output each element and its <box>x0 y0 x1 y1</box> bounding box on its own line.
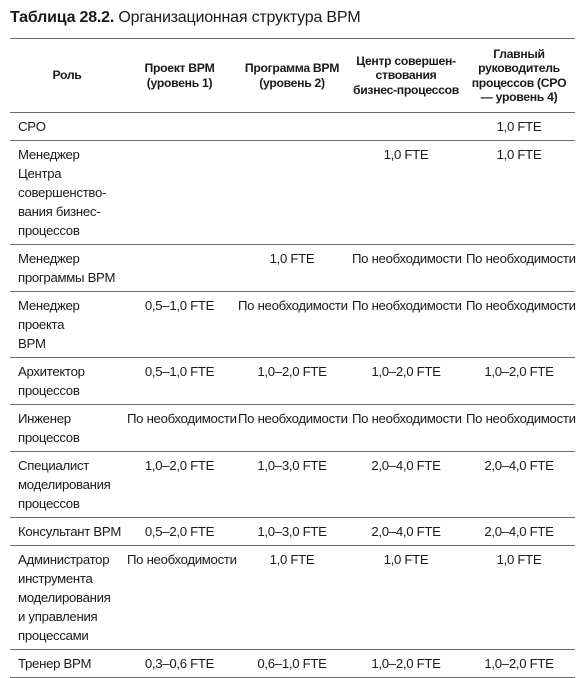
cell-level-1 <box>124 141 235 245</box>
table-caption: Таблица 28.2. Организационная структура … <box>10 7 361 29</box>
table-row: Специалист моделирования процессов 1,0–2… <box>10 452 575 518</box>
cell-level-1 <box>124 245 235 292</box>
header-level-2: Программа BPM (уровень 2) <box>244 61 340 90</box>
cell-cpo: 1,0 FTE <box>496 147 542 162</box>
cell-level-1: 0,5–1,0 FTE <box>144 364 215 379</box>
cell-role: Менеджер Центра совершенство- вания бизн… <box>18 147 107 238</box>
cell-role: Тренер BPM <box>18 656 92 671</box>
table-row: Менеджер программы BPM 1,0 FTE По необхо… <box>10 245 576 292</box>
cell-level-2: 1,0 FTE <box>269 251 315 266</box>
table-row: CPO 1,0 FTE <box>10 113 575 141</box>
table-row: Администратор инструмента моделирования … <box>10 546 575 650</box>
cell-level-2: По необходимости <box>238 298 348 313</box>
table-row: Менеджер Центра совершенство- вания бизн… <box>10 141 575 245</box>
cell-level-1: 0,5–2,0 FTE <box>144 524 215 539</box>
cell-role: Администратор инструмента моделирования … <box>18 552 111 643</box>
cell-level-1: 0,3–0,6 FTE <box>144 656 215 671</box>
cell-level-1 <box>124 113 235 141</box>
cell-level-2: 1,0–3,0 FTE <box>257 458 327 473</box>
cell-coe: 2,0–4,0 FTE <box>371 458 441 473</box>
cell-coe: 1,0–2,0 FTE <box>371 364 441 379</box>
cell-cpo: 1,0–2,0 FTE <box>484 364 554 379</box>
cell-coe: 2,0–4,0 FTE <box>371 524 441 539</box>
cell-coe: По необходимости <box>352 298 462 313</box>
cell-level-2: По необходимости <box>238 411 348 426</box>
header-level-1: Проект BPM (уровень 1) <box>144 61 215 90</box>
table-row: Консультант BPM 0,5–2,0 FTE 1,0–3,0 FTE … <box>10 518 575 546</box>
cell-level-1: По необходимости <box>127 552 237 567</box>
table-row: Архитектор процессов 0,5–1,0 FTE 1,0–2,0… <box>10 358 575 405</box>
cell-role: Специалист моделирования процессов <box>18 458 111 511</box>
cell-cpo: По необходимости <box>466 251 576 266</box>
cell-cpo: 1,0 FTE <box>496 119 542 134</box>
bpm-structure-table: Роль Проект BPM (уровень 1) Программа BP… <box>10 38 576 678</box>
cell-level-1: 1,0–2,0 FTE <box>144 458 215 473</box>
cell-role: Инженер процессов <box>18 411 80 445</box>
cell-cpo: 2,0–4,0 FTE <box>484 524 554 539</box>
cell-level-2: 1,0–2,0 FTE <box>257 364 327 379</box>
cell-role: Менеджер программы BPM <box>18 251 116 285</box>
table-title: Организационная структура BPM <box>118 9 361 26</box>
cell-role: Архитектор процессов <box>18 364 85 398</box>
cell-role: CPO <box>18 119 46 134</box>
cell-coe: По необходимости <box>352 251 462 266</box>
cell-level-1: По необходимости <box>127 411 237 426</box>
cell-level-2: 1,0 FTE <box>269 552 315 567</box>
table-number: Таблица 28.2. <box>10 9 115 26</box>
cell-coe: По необходимости <box>352 411 462 426</box>
header-coe: Центр совершен-ствования бизнес-процессо… <box>353 53 459 97</box>
table-row: Менеджер проекта BPM 0,5–1,0 FTE По необ… <box>10 292 576 358</box>
cell-level-2 <box>235 113 349 141</box>
table-header-row: Роль Проект BPM (уровень 1) Программа BP… <box>10 38 575 113</box>
table-row: Инженер процессов По необходимости По не… <box>10 405 576 452</box>
cell-coe: 1,0 FTE <box>383 552 429 567</box>
header-role: Роль <box>52 68 82 83</box>
cell-level-1: 0,5–1,0 FTE <box>144 298 215 313</box>
cell-role: Менеджер проекта BPM <box>18 298 80 351</box>
cell-cpo: 1,0 FTE <box>496 552 542 567</box>
cell-cpo: 2,0–4,0 FTE <box>484 458 554 473</box>
table-row: Тренер BPM 0,3–0,6 FTE 0,6–1,0 FTE 1,0–2… <box>10 650 575 678</box>
cell-coe <box>349 113 463 141</box>
cell-cpo: 1,0–2,0 FTE <box>484 656 554 671</box>
cell-coe: 1,0–2,0 FTE <box>371 656 441 671</box>
cell-cpo: По необходимости <box>466 298 576 313</box>
cell-cpo: По необходимости <box>466 411 576 426</box>
cell-level-2 <box>235 141 349 245</box>
cell-level-2: 1,0–3,0 FTE <box>257 524 327 539</box>
header-cpo: Главный руководитель процессов (CPO — ур… <box>471 46 567 105</box>
cell-coe: 1,0 FTE <box>383 147 429 162</box>
cell-role: Консультант BPM <box>18 524 122 539</box>
cell-level-2: 0,6–1,0 FTE <box>257 656 327 671</box>
